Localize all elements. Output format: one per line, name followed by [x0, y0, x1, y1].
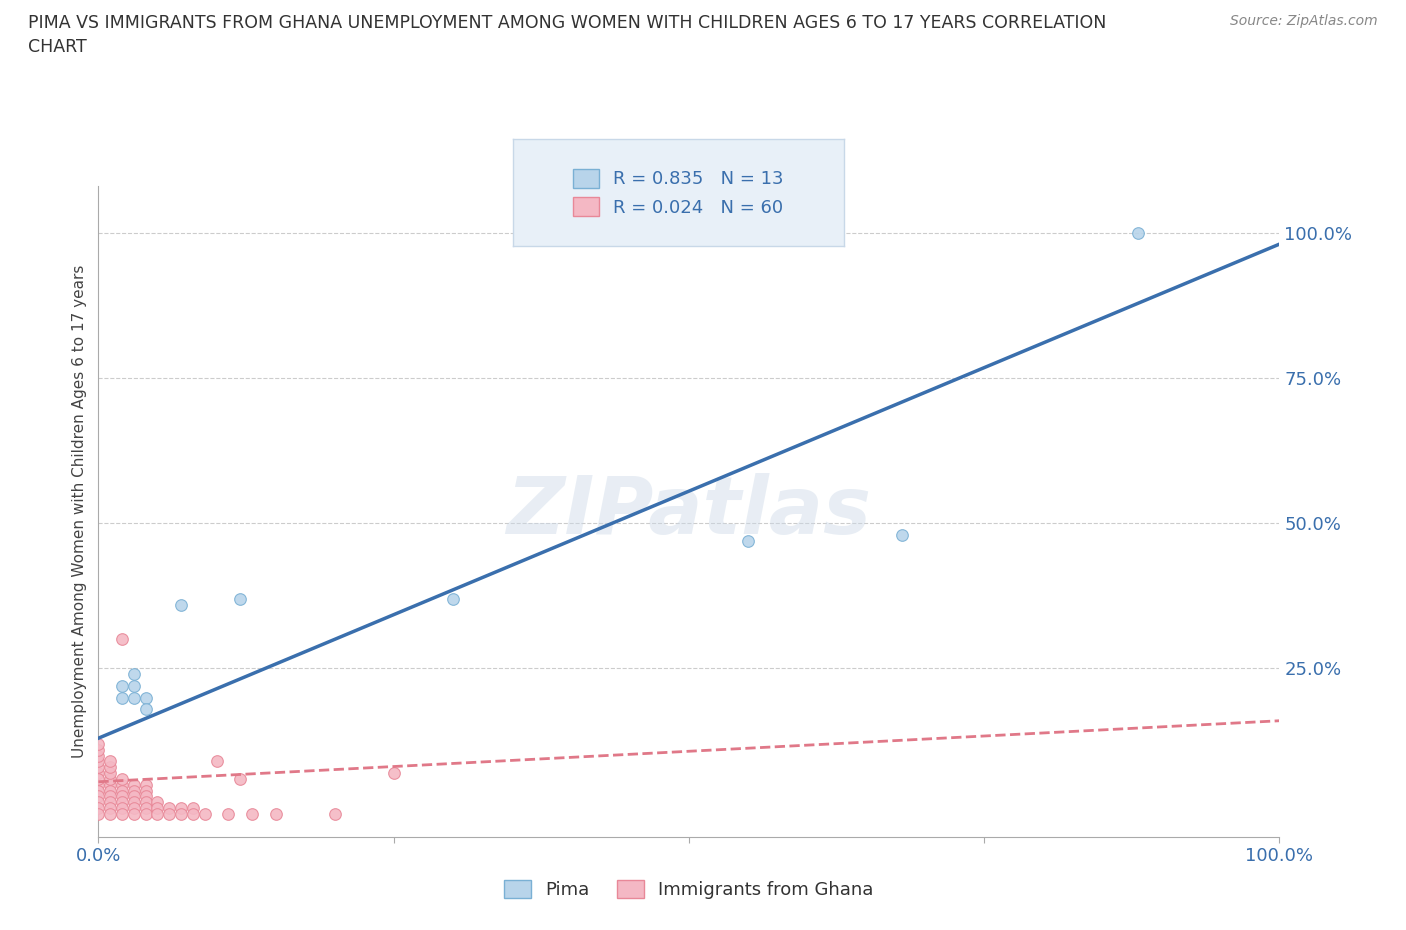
Point: [122, 794, 145, 809]
Point: [135, 783, 157, 798]
Point: [146, 806, 169, 821]
Point: [98, 772, 121, 787]
Point: [111, 772, 134, 787]
Point: [111, 679, 134, 694]
Point: [135, 690, 157, 705]
Text: ZIPatlas: ZIPatlas: [506, 472, 872, 551]
Point: [87, 789, 110, 804]
Point: [170, 597, 193, 612]
Point: [87, 801, 110, 816]
Point: [170, 806, 193, 821]
Point: [135, 777, 157, 792]
Point: [170, 801, 193, 816]
Point: [87, 772, 110, 787]
Point: [441, 591, 464, 606]
Point: [323, 806, 346, 821]
Point: [205, 754, 228, 769]
Point: [98, 794, 121, 809]
Point: [229, 591, 252, 606]
Text: Source: ZipAtlas.com: Source: ZipAtlas.com: [1230, 14, 1378, 28]
Point: [111, 783, 134, 798]
Point: [111, 789, 134, 804]
Point: [229, 772, 252, 787]
Point: [146, 794, 169, 809]
Y-axis label: Unemployment Among Women with Children Ages 6 to 17 years: Unemployment Among Women with Children A…: [72, 265, 87, 758]
Point: [122, 806, 145, 821]
Point: [98, 754, 121, 769]
Point: [122, 690, 145, 705]
Point: [240, 806, 263, 821]
Point: [122, 777, 145, 792]
Point: [111, 801, 134, 816]
Point: [737, 533, 759, 548]
Point: [87, 806, 110, 821]
Point: [217, 806, 239, 821]
Point: [1126, 225, 1149, 240]
Point: [111, 632, 134, 647]
Point: [98, 783, 121, 798]
Point: [135, 794, 157, 809]
Point: [146, 801, 169, 816]
Point: [122, 789, 145, 804]
Point: [135, 702, 157, 717]
Point: [87, 765, 110, 780]
Point: [98, 801, 121, 816]
Point: [87, 783, 110, 798]
Point: [194, 806, 217, 821]
Point: [98, 760, 121, 775]
Point: [87, 742, 110, 757]
Legend: Pima, Immigrants from Ghana: Pima, Immigrants from Ghana: [496, 872, 882, 906]
Point: [111, 777, 134, 792]
Point: [122, 667, 145, 682]
Point: [98, 806, 121, 821]
Point: [98, 777, 121, 792]
Point: [157, 801, 180, 816]
Point: [122, 679, 145, 694]
Point: [122, 801, 145, 816]
Point: [87, 760, 110, 775]
Point: [87, 737, 110, 751]
Point: [264, 806, 287, 821]
Point: [98, 789, 121, 804]
Point: [382, 765, 405, 780]
Point: [135, 789, 157, 804]
Point: [111, 794, 134, 809]
Point: [181, 806, 204, 821]
Point: [890, 527, 912, 542]
Point: [157, 806, 180, 821]
Legend: R = 0.835   N = 13, R = 0.024   N = 60: R = 0.835 N = 13, R = 0.024 N = 60: [567, 162, 790, 224]
Point: [87, 748, 110, 763]
Point: [135, 806, 157, 821]
Point: [135, 801, 157, 816]
Point: [181, 801, 204, 816]
Point: [111, 806, 134, 821]
Point: [111, 690, 134, 705]
Point: [98, 765, 121, 780]
Point: [87, 754, 110, 769]
Text: PIMA VS IMMIGRANTS FROM GHANA UNEMPLOYMENT AMONG WOMEN WITH CHILDREN AGES 6 TO 1: PIMA VS IMMIGRANTS FROM GHANA UNEMPLOYME…: [28, 14, 1107, 56]
Point: [87, 794, 110, 809]
Point: [87, 777, 110, 792]
Point: [122, 783, 145, 798]
